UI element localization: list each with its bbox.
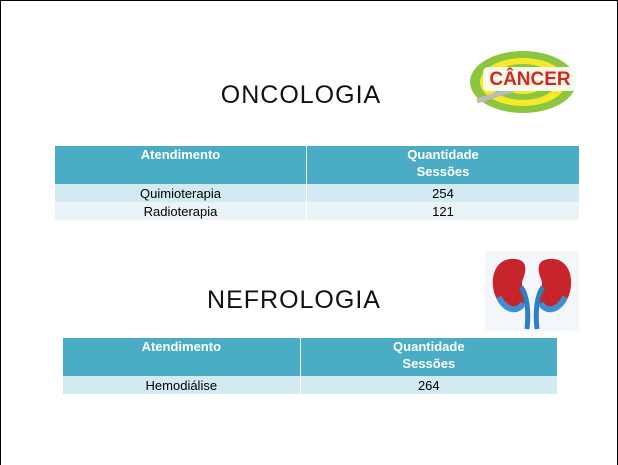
header-cell: Quantidade Sessões	[299, 338, 557, 376]
header-row: Atendimento Quantidade Sessões	[55, 146, 579, 184]
table-row: Hemodiálise 264	[63, 376, 557, 394]
kidney-image	[485, 251, 579, 331]
table-cell: Quimioterapia	[55, 184, 307, 202]
table-cell: Radioterapia	[55, 202, 307, 220]
header-cell: Atendimento	[63, 338, 301, 376]
table-row: Quimioterapia 254	[55, 184, 579, 202]
header-cell: Atendimento	[55, 146, 307, 184]
table-row: Radioterapia 121	[55, 202, 579, 220]
table: Atendimento Quantidade Sessões Hemodiálise…	[63, 338, 557, 394]
header-row: Atendimento Quantidade Sessões	[63, 338, 557, 376]
section-title: ONCOLOGIA	[220, 81, 382, 109]
icon-label: CÂNCER	[489, 68, 571, 90]
table-cell: 254	[306, 184, 579, 202]
table: Atendimento Quantidade Sessões Quimioterap…	[55, 146, 579, 220]
header-cell: Quantidade Sessões	[306, 146, 579, 184]
table-cell: Hemodiálise	[63, 376, 301, 394]
table-cell: 264	[299, 376, 557, 394]
section-title: NEFROLOGIA	[207, 286, 381, 314]
cancer-icon: CÂNCER	[470, 51, 577, 113]
table-cell: 121	[306, 202, 579, 220]
